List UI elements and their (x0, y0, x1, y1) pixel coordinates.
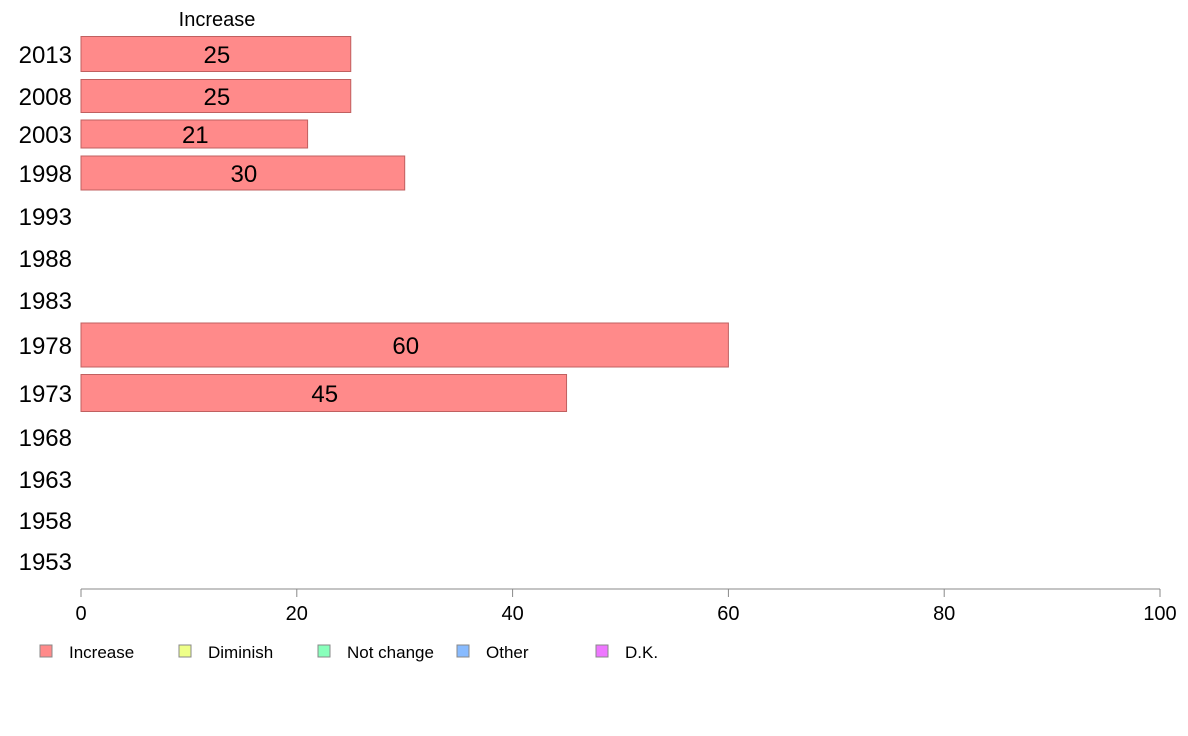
bar-1998 (80, 155, 406, 191)
bars (80, 36, 729, 412)
x-tick-label-40: 40 (501, 603, 523, 625)
legend-label-diminish: Diminish (208, 643, 273, 662)
bar-label-2003: 21 (182, 122, 209, 149)
legend-label-increase: Increase (69, 643, 134, 662)
legend-label-d-k: D.K. (625, 643, 658, 662)
year-label-2003: 2003 (19, 122, 72, 149)
year-label-2013: 2013 (19, 42, 72, 69)
year-label-1963: 1963 (19, 467, 72, 494)
legend-swatch-other (456, 644, 470, 658)
bar-labels: 25 25 21 30 60 45 (182, 42, 419, 408)
bar-2008 (80, 79, 352, 113)
bar-label-1973: 45 (311, 381, 338, 408)
x-axis: 0 20 40 60 80 100 (75, 588, 1177, 625)
series-heading: Increase (179, 9, 256, 31)
year-labels: 2013 2008 2003 1998 1993 1988 1983 1978 1973 1968… (19, 42, 72, 576)
year-label-1968: 1968 (19, 425, 72, 452)
year-label-1998: 1998 (19, 161, 72, 188)
year-label-1988: 1988 (19, 246, 72, 273)
x-tick-label-100: 100 (1143, 603, 1176, 625)
bar-label-1998: 30 (230, 161, 257, 188)
year-label-1958: 1958 (19, 508, 72, 535)
legend-swatch-increase (39, 644, 53, 658)
bar-2013 (80, 36, 352, 72)
bar-label-1978: 60 (392, 333, 419, 360)
year-label-1993: 1993 (19, 204, 72, 231)
bar-2003 (80, 119, 309, 149)
legend: Increase Diminish Not change Other D.K. (39, 643, 658, 662)
x-tick-label-60: 60 (717, 603, 739, 625)
bar-label-2013: 25 (204, 42, 231, 69)
legend-swatch-not-change (317, 644, 331, 658)
year-label-1953: 1953 (19, 549, 72, 576)
year-label-2008: 2008 (19, 84, 72, 111)
bar-1978 (80, 322, 729, 368)
year-label-1973: 1973 (19, 381, 72, 408)
year-label-1983: 1983 (19, 288, 72, 315)
legend-label-other: Other (486, 643, 529, 662)
x-tick-label-0: 0 (75, 603, 86, 625)
bar-1973 (80, 374, 568, 412)
bar-label-2008: 25 (204, 84, 231, 111)
x-tick-label-80: 80 (933, 603, 955, 625)
legend-swatch-d-k (595, 644, 609, 658)
year-label-1978: 1978 (19, 333, 72, 360)
legend-label-not-change: Not change (347, 643, 434, 662)
x-tick-label-20: 20 (286, 603, 308, 625)
legend-swatch-diminish (178, 644, 192, 658)
